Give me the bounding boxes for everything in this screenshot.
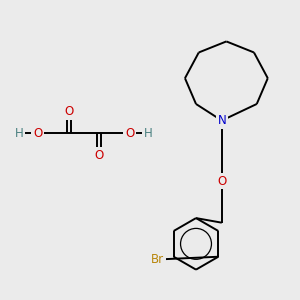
Text: Br: Br — [151, 253, 164, 266]
Text: H: H — [144, 127, 152, 140]
Text: H: H — [15, 127, 24, 140]
Text: O: O — [64, 105, 74, 118]
Text: O: O — [125, 127, 134, 140]
Text: N: N — [218, 114, 226, 127]
Text: O: O — [217, 175, 226, 188]
Text: O: O — [33, 127, 42, 140]
Text: O: O — [95, 149, 104, 162]
